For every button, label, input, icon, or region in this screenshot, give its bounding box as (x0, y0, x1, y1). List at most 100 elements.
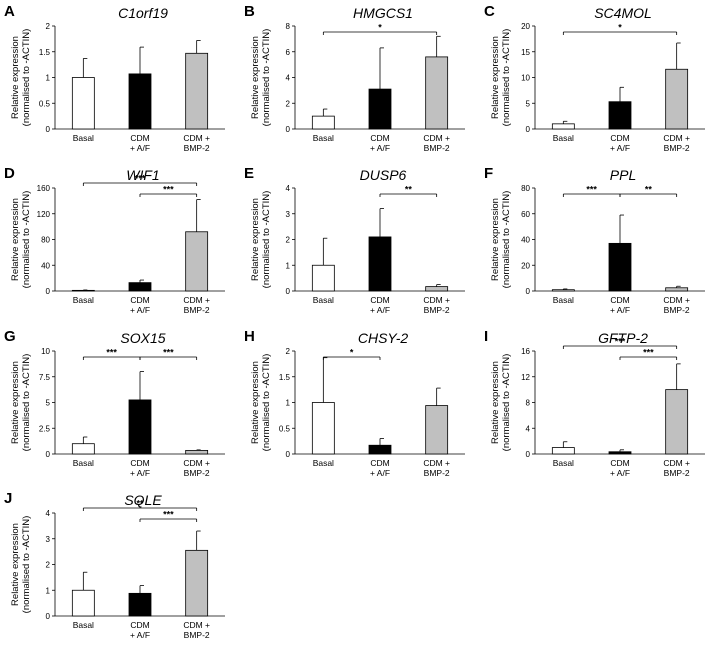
y-tick-label: 12 (521, 373, 530, 382)
category-label-line: CDM (610, 458, 629, 468)
chart-title: SOX15 (120, 330, 165, 346)
y-tick-label: 160 (37, 184, 51, 193)
y-tick-label: 6 (286, 48, 291, 57)
category-label-line: CDM (370, 133, 389, 143)
y-axis-label: Relative expression(normalised to -ACTIN… (250, 191, 272, 289)
y-axis-label-line: Relative expression (250, 361, 261, 444)
category-label: CDM + BMP-2 (183, 133, 210, 153)
y-tick-label: 0 (286, 287, 291, 296)
category-label-line: BMP-2 (184, 143, 210, 153)
significance-label: ** (405, 185, 413, 195)
y-tick-label: 16 (521, 347, 530, 356)
bar-1 (311, 402, 335, 455)
y-axis-label-line: (normalised to -ACTIN) (21, 516, 32, 614)
y-axis-label: Relative expression(normalised to -ACTIN… (10, 29, 32, 127)
y-tick-label: 20 (521, 261, 530, 270)
category-label-line: + A/F (370, 468, 390, 478)
category-label: CDM + BMP-2 (663, 295, 690, 315)
chart-title: GFTP-2 (598, 330, 648, 346)
significance-label: *** (106, 348, 117, 358)
y-tick-label: 80 (521, 184, 530, 193)
bar-1 (71, 77, 95, 130)
y-tick-label: 4 (286, 184, 291, 193)
chart-title: PPL (610, 167, 636, 183)
y-tick-label: 80 (41, 236, 50, 245)
category-label-line: Basal (73, 295, 94, 305)
bar-1 (551, 447, 575, 455)
significance-label: *** (643, 348, 654, 358)
significance-label: *** (163, 185, 174, 195)
significance-label: ** (136, 499, 144, 509)
y-axis-label: Relative expression(normalised to -ACTIN… (250, 354, 272, 452)
panel-letter: G (4, 328, 16, 345)
y-tick-label: 1.5 (39, 48, 51, 57)
category-label: Basal (313, 458, 334, 468)
category-label: CDM + BMP-2 (183, 620, 210, 640)
y-axis-label: Relative expression(normalised to -ACTIN… (490, 29, 512, 127)
bar-2 (368, 444, 392, 455)
category-label-line: CDM + (663, 133, 690, 143)
y-tick-label: 1 (46, 586, 51, 595)
y-axis-label-line: Relative expression (250, 198, 261, 281)
panel-b: B HMGCS1 Relative expression(normalised to… (244, 3, 465, 153)
chart-title: SQLE (124, 492, 162, 508)
panel-letter: A (4, 3, 15, 20)
y-axis-label: Relative expression(normalised to -ACTIN… (490, 354, 512, 452)
y-axis-label-line: Relative expression (250, 36, 261, 119)
category-label: Basal (73, 458, 94, 468)
y-tick-label: 5 (46, 399, 51, 408)
significance-label: *** (586, 185, 597, 195)
bar-1 (311, 115, 335, 130)
category-label-line: Basal (553, 133, 574, 143)
bar-1 (311, 264, 335, 292)
y-tick-label: 0 (46, 125, 51, 134)
category-label: Basal (73, 620, 94, 630)
y-tick-label: 0 (526, 125, 531, 134)
category-label-line: Basal (73, 133, 94, 143)
y-tick-label: 1.5 (279, 373, 291, 382)
y-tick-label: 0.5 (39, 99, 51, 108)
category-label-line: Basal (313, 458, 334, 468)
y-axis-label-line: Relative expression (10, 523, 21, 606)
y-axis-label-line: (normalised to -ACTIN) (21, 191, 32, 289)
category-label-line: CDM (370, 295, 389, 305)
category-label-line: BMP-2 (424, 305, 450, 315)
y-tick-label: 1 (46, 74, 51, 83)
y-axis-label-line: Relative expression (490, 36, 501, 119)
bar-3 (665, 287, 689, 292)
y-tick-label: 0 (46, 450, 51, 459)
bar-3 (185, 52, 209, 130)
category-label-line: CDM (610, 133, 629, 143)
bar-2 (608, 451, 632, 455)
y-tick-label: 40 (41, 261, 50, 270)
panel-letter: J (4, 490, 12, 507)
bar-1 (551, 123, 575, 130)
panel-letter: H (244, 328, 255, 345)
panel-letter: I (484, 328, 488, 345)
y-tick-label: 7.5 (39, 373, 51, 382)
panel-letter: F (484, 165, 493, 182)
panel-c: C SC4MOL Relative expression(normalised to… (484, 3, 705, 153)
bar-2 (368, 236, 392, 292)
significance-label: *** (135, 174, 146, 184)
y-tick-label: 2 (46, 22, 51, 31)
y-axis-label-line: (normalised to -ACTIN) (501, 191, 512, 289)
category-label: CDM + BMP-2 (183, 295, 210, 315)
bar-2 (608, 242, 632, 292)
y-tick-label: 5 (526, 99, 531, 108)
category-label: CDM + A/F (130, 458, 150, 478)
chart-title: HMGCS1 (353, 5, 413, 21)
bar-3 (425, 286, 449, 292)
y-tick-label: 2 (286, 99, 291, 108)
panel-j: J SQLE Relative expression(normalised to -… (4, 490, 225, 640)
bar-2 (128, 73, 152, 130)
category-label-line: CDM + (663, 458, 690, 468)
category-label-line: BMP-2 (424, 143, 450, 153)
category-label: CDM + A/F (130, 620, 150, 640)
panel-e: E DUSP6 Relative expression(normalised to … (244, 165, 465, 315)
y-tick-label: 120 (37, 210, 51, 219)
category-label: Basal (313, 295, 334, 305)
y-tick-label: 2 (46, 561, 51, 570)
category-label-line: + A/F (130, 143, 150, 153)
category-label-line: CDM + (423, 295, 450, 305)
